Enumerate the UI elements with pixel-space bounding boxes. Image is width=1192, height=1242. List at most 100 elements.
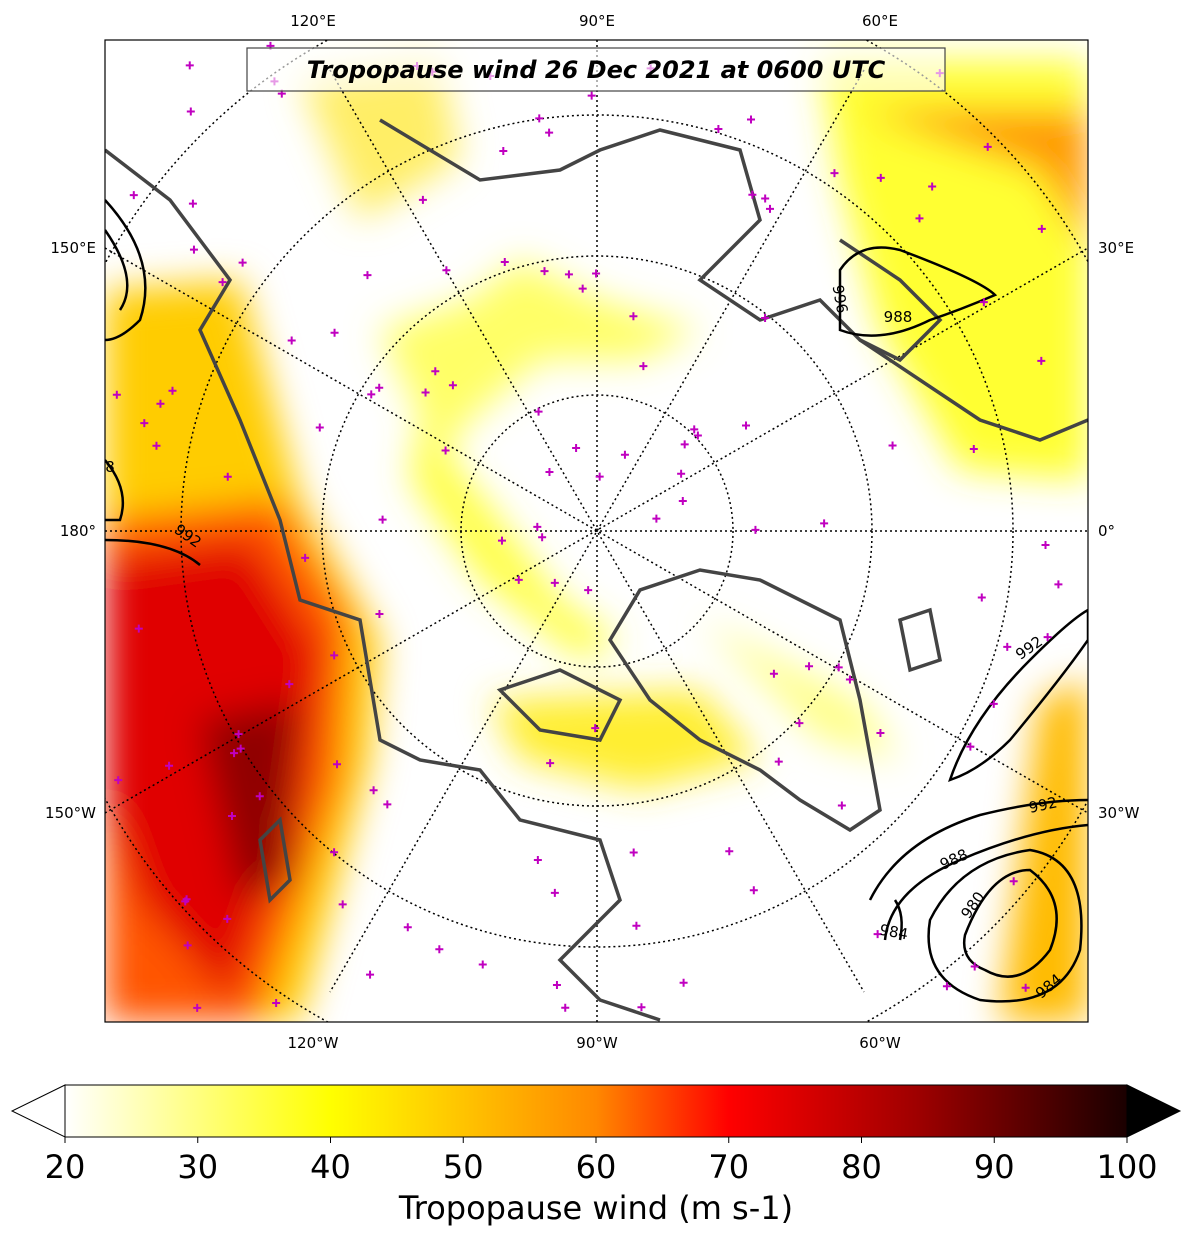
- observation-marker: [478, 960, 487, 969]
- observation-marker: [845, 675, 854, 684]
- observation-marker: [375, 383, 384, 392]
- observation-marker: [189, 245, 198, 254]
- observation-marker: [287, 336, 296, 345]
- observation-marker: [114, 776, 123, 785]
- observation-marker: [338, 900, 347, 909]
- observation-marker: [431, 367, 440, 376]
- observation-marker: [639, 362, 648, 371]
- observation-marker: [969, 445, 978, 454]
- observation-marker: [165, 761, 174, 770]
- observation-marker: [749, 886, 758, 895]
- lon-label: 180°: [60, 522, 96, 540]
- observation-marker: [679, 978, 688, 987]
- observation-marker: [983, 142, 992, 151]
- observation-marker: [223, 472, 232, 481]
- observation-marker: [637, 1003, 646, 1012]
- lon-label: 90°E: [579, 12, 615, 30]
- colorbar-tick-label: 70: [708, 1148, 749, 1186]
- observation-marker: [421, 388, 430, 397]
- observation-marker: [403, 923, 412, 932]
- observation-marker: [680, 440, 689, 449]
- observation-marker: [188, 199, 197, 208]
- observation-marker: [876, 173, 885, 182]
- observation-marker: [366, 970, 375, 979]
- colorbar-tick-label: 80: [841, 1148, 882, 1186]
- observation-marker: [134, 624, 143, 633]
- observation-marker: [315, 423, 324, 432]
- observation-marker: [545, 128, 554, 137]
- observation-marker: [747, 115, 756, 124]
- observation-marker: [805, 662, 814, 671]
- observation-marker: [448, 381, 457, 390]
- colorbar-tick-label: 40: [310, 1148, 351, 1186]
- observation-marker: [112, 390, 121, 399]
- observation-marker: [378, 515, 387, 524]
- observation-marker: [820, 519, 829, 528]
- colorbar-tick-label: 30: [177, 1148, 218, 1186]
- colorbar-tick-label: 100: [1096, 1148, 1157, 1186]
- lon-label: 150°W: [45, 804, 96, 822]
- lon-label: 0°: [1098, 522, 1115, 540]
- observation-marker: [830, 169, 839, 178]
- colorbar-fill: [65, 1085, 1127, 1137]
- observation-marker: [238, 258, 247, 267]
- observation-marker: [765, 204, 774, 213]
- observation-marker: [928, 182, 937, 191]
- contour-label: 984: [878, 921, 909, 944]
- observation-marker: [652, 514, 661, 523]
- observation-marker: [1037, 356, 1046, 365]
- observation-marker: [725, 847, 734, 856]
- observation-marker: [678, 496, 687, 505]
- observation-marker: [534, 407, 543, 416]
- map-frame: [104, 39, 1089, 1023]
- observation-marker: [748, 190, 757, 199]
- observation-marker: [873, 930, 882, 939]
- lon-label: 60°E: [862, 12, 898, 30]
- observation-marker: [363, 271, 372, 280]
- graticule: [105, 40, 1088, 1022]
- observation-marker: [977, 593, 986, 602]
- observation-marker: [1041, 541, 1050, 550]
- observation-marker: [514, 575, 523, 584]
- contour-label: 996: [829, 283, 852, 314]
- observation-marker: [234, 730, 243, 739]
- observation-marker: [552, 980, 561, 989]
- observation-marker: [435, 945, 444, 954]
- observation-marker: [629, 312, 638, 321]
- observation-marker: [181, 897, 190, 906]
- lon-label: 150°E: [50, 239, 96, 257]
- observation-marker: [550, 578, 559, 587]
- observation-marker: [578, 284, 587, 293]
- observation-marker: [500, 257, 509, 266]
- observation-marker: [546, 759, 555, 768]
- observation-marker: [888, 441, 897, 450]
- observation-marker: [795, 719, 804, 728]
- observation-marker: [989, 699, 998, 708]
- contour-label: 8: [105, 458, 115, 476]
- observation-marker: [632, 921, 641, 930]
- observation-marker: [330, 651, 339, 660]
- lon-label: 30°W: [1098, 804, 1140, 822]
- observation-marker: [285, 680, 294, 689]
- colorbar-extend-high: [1126, 1084, 1182, 1138]
- observation-marker: [1021, 983, 1030, 992]
- observation-marker: [742, 421, 751, 430]
- observation-marker: [383, 800, 392, 809]
- observation-marker: [152, 441, 161, 450]
- observation-marker: [255, 792, 264, 801]
- colorbar: [10, 1084, 1182, 1143]
- observation-marker: [591, 724, 600, 733]
- observation-marker: [272, 999, 281, 1008]
- observation-marker: [595, 472, 604, 481]
- observation-marker: [714, 124, 723, 133]
- observation-marker: [564, 270, 573, 279]
- observation-marker: [140, 419, 149, 428]
- lon-label: 120°E: [290, 12, 336, 30]
- observation-marker: [834, 663, 843, 672]
- observation-marker: [227, 812, 236, 821]
- observation-marker: [330, 328, 339, 337]
- observation-marker: [970, 962, 979, 971]
- observation-marker: [774, 757, 783, 766]
- contour-label: 992: [1027, 793, 1059, 817]
